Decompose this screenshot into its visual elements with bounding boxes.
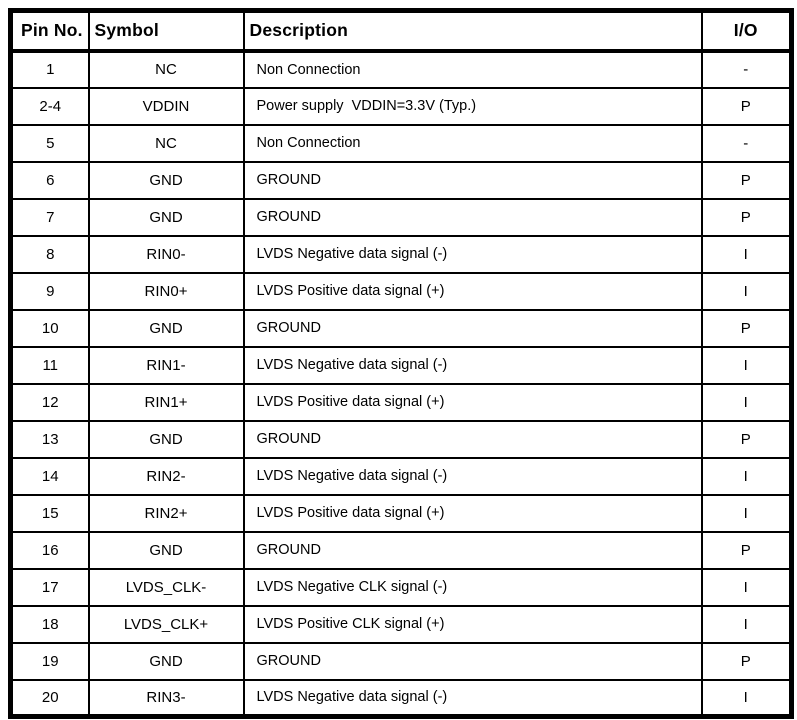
io-cell: I	[700, 678, 793, 718]
symbol-cell: RIN1+	[87, 382, 245, 422]
io-cell: P	[700, 86, 793, 126]
description-cell: GROUND	[242, 160, 703, 200]
pin-cell: 6	[9, 160, 90, 200]
header-row: Pin No. Symbol Description I/O	[9, 9, 793, 53]
table-header: Pin No. Symbol Description I/O	[9, 9, 793, 53]
symbol-cell: GND	[87, 160, 245, 200]
symbol-cell: GND	[87, 419, 245, 459]
description-cell: GROUND	[242, 308, 703, 348]
io-cell: P	[700, 419, 793, 459]
description-cell: Non Connection	[242, 123, 703, 163]
symbol-cell: NC	[87, 49, 245, 89]
table-row: 5 NC Non Connection -	[9, 123, 793, 163]
symbol-cell: LVDS_CLK-	[87, 567, 245, 607]
pin-cell: 8	[9, 234, 90, 274]
pin-cell: 17	[9, 567, 90, 607]
description-cell: LVDS Negative data signal (-)	[242, 345, 703, 385]
description-cell: LVDS Positive data signal (+)	[242, 271, 703, 311]
io-cell: -	[700, 123, 793, 163]
table-row: 16 GND GROUND P	[9, 530, 793, 570]
symbol-cell: NC	[87, 123, 245, 163]
table-row: 9 RIN0+ LVDS Positive data signal (+) I	[9, 271, 793, 311]
table-row: 20 RIN3- LVDS Negative data signal (-) I	[9, 678, 793, 718]
symbol-cell: RIN1-	[87, 345, 245, 385]
description-cell: LVDS Negative CLK signal (-)	[242, 567, 703, 607]
table-row: 6 GND GROUND P	[9, 160, 793, 200]
symbol-cell: GND	[87, 197, 245, 237]
io-cell: P	[700, 197, 793, 237]
description-cell: GROUND	[242, 641, 703, 681]
description-cell: LVDS Positive CLK signal (+)	[242, 604, 703, 644]
pin-table-body: 1 NC Non Connection -2-4 VDDIN Power supply V…	[9, 49, 793, 718]
io-cell: I	[700, 345, 793, 385]
column-header-symbol: Symbol	[87, 9, 245, 53]
pin-cell: 18	[9, 604, 90, 644]
pin-cell: 2-4	[9, 86, 90, 126]
io-cell: I	[700, 604, 793, 644]
io-cell: P	[700, 530, 793, 570]
description-cell: GROUND	[242, 197, 703, 237]
table-row: 18 LVDS_CLK+ LVDS Positive CLK signal (+) I	[9, 604, 793, 644]
description-cell: LVDS Negative data signal (-)	[242, 234, 703, 274]
symbol-cell: GND	[87, 641, 245, 681]
pin-cell: 20	[9, 678, 90, 718]
io-cell: I	[700, 271, 793, 311]
pin-cell: 14	[9, 456, 90, 496]
description-cell: LVDS Negative data signal (-)	[242, 456, 703, 496]
symbol-cell: VDDIN	[87, 86, 245, 126]
pin-cell: 13	[9, 419, 90, 459]
io-cell: I	[700, 456, 793, 496]
description-cell: LVDS Positive data signal (+)	[242, 493, 703, 533]
pin-cell: 16	[9, 530, 90, 570]
pin-cell: 10	[9, 308, 90, 348]
description-cell: Power supply VDDIN=3.3V (Typ.)	[242, 86, 703, 126]
table-row: 14 RIN2- LVDS Negative data signal (-) I	[9, 456, 793, 496]
pin-cell: 19	[9, 641, 90, 681]
pin-cell: 11	[9, 345, 90, 385]
table-row: 12 RIN1+ LVDS Positive data signal (+) I	[9, 382, 793, 422]
pin-cell: 5	[9, 123, 90, 163]
column-header-pin-no: Pin No.	[9, 9, 90, 53]
pin-cell: 12	[9, 382, 90, 422]
pin-cell: 15	[9, 493, 90, 533]
io-cell: I	[700, 234, 793, 274]
symbol-cell: GND	[87, 530, 245, 570]
table-row: 8 RIN0- LVDS Negative data signal (-) I	[9, 234, 793, 274]
symbol-cell: RIN0+	[87, 271, 245, 311]
pin-cell: 9	[9, 271, 90, 311]
table-row: 7 GND GROUND P	[9, 197, 793, 237]
io-cell: I	[700, 382, 793, 422]
table-row: 11 RIN1- LVDS Negative data signal (-) I	[9, 345, 793, 385]
table-row: 10 GND GROUND P	[9, 308, 793, 348]
symbol-cell: RIN3-	[87, 678, 245, 718]
table-row: 17 LVDS_CLK- LVDS Negative CLK signal (-) I	[9, 567, 793, 607]
description-cell: Non Connection	[242, 49, 703, 89]
io-cell: P	[700, 160, 793, 200]
symbol-cell: GND	[87, 308, 245, 348]
io-cell: P	[700, 308, 793, 348]
symbol-cell: RIN0-	[87, 234, 245, 274]
symbol-cell: RIN2-	[87, 456, 245, 496]
table-row: 19 GND GROUND P	[9, 641, 793, 681]
io-cell: P	[700, 641, 793, 681]
description-cell: LVDS Positive data signal (+)	[242, 382, 703, 422]
io-cell: -	[700, 49, 793, 89]
pin-cell: 1	[9, 49, 90, 89]
description-cell: GROUND	[242, 530, 703, 570]
pin-assignment-table: Pin No. Symbol Description I/O 1 NC Non Co…	[8, 8, 794, 719]
description-cell: GROUND	[242, 419, 703, 459]
table-row: 2-4 VDDIN Power supply VDDIN=3.3V (Typ.) P	[9, 86, 793, 126]
table-row: 13 GND GROUND P	[9, 419, 793, 459]
column-header-description: Description	[242, 9, 703, 53]
table-row: 15 RIN2+ LVDS Positive data signal (+) I	[9, 493, 793, 533]
io-cell: I	[700, 493, 793, 533]
pin-cell: 7	[9, 197, 90, 237]
column-header-io: I/O	[700, 9, 793, 53]
description-cell: LVDS Negative data signal (-)	[242, 678, 703, 718]
io-cell: I	[700, 567, 793, 607]
table-row: 1 NC Non Connection -	[9, 49, 793, 89]
symbol-cell: RIN2+	[87, 493, 245, 533]
symbol-cell: LVDS_CLK+	[87, 604, 245, 644]
